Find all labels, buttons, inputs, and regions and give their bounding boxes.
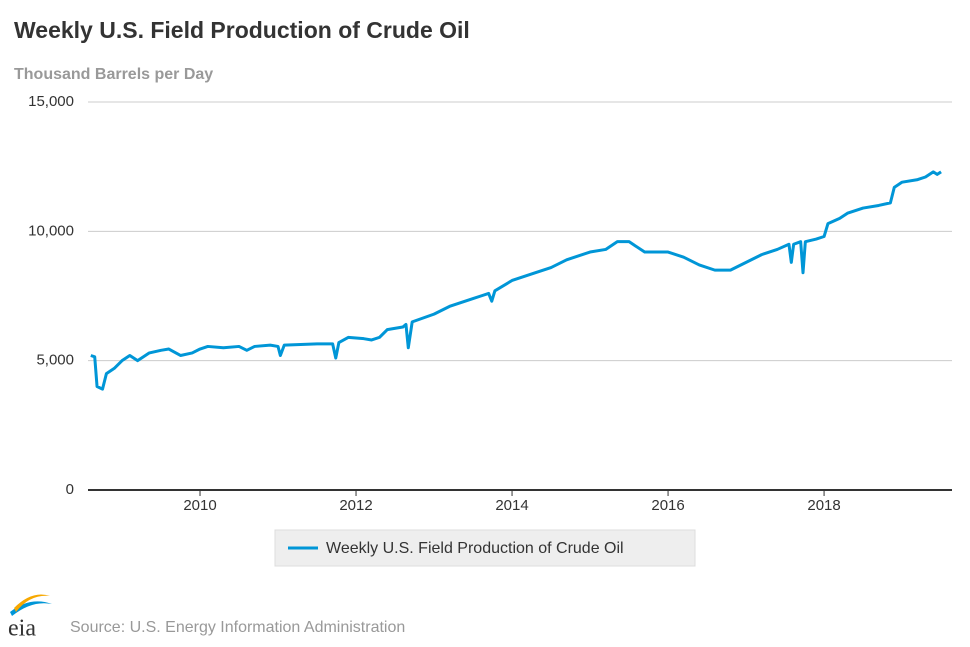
legend-label: Weekly U.S. Field Production of Crude Oi… bbox=[326, 540, 624, 557]
x-tick-label: 2010 bbox=[183, 497, 216, 514]
x-tick-label: 2012 bbox=[339, 497, 372, 514]
logo-swoosh bbox=[14, 594, 50, 612]
x-tick-label: 2016 bbox=[651, 497, 684, 514]
y-tick-label: 15,000 bbox=[28, 93, 74, 110]
y-tick-label: 0 bbox=[66, 481, 74, 498]
logo-text: eia bbox=[8, 616, 36, 642]
data-line bbox=[90, 170, 942, 391]
chart-subtitle: Thousand Barrels per Day bbox=[14, 66, 213, 83]
y-tick-label: 10,000 bbox=[28, 222, 74, 239]
x-tick-label: 2014 bbox=[495, 497, 528, 514]
x-tick-label: 2018 bbox=[807, 497, 840, 514]
legend-box bbox=[274, 529, 696, 567]
chart-title: Weekly U.S. Field Production of Crude Oi… bbox=[14, 17, 470, 43]
source-note: Source: U.S. Energy Information Administ… bbox=[70, 619, 405, 636]
y-tick-label: 5,000 bbox=[36, 352, 74, 369]
